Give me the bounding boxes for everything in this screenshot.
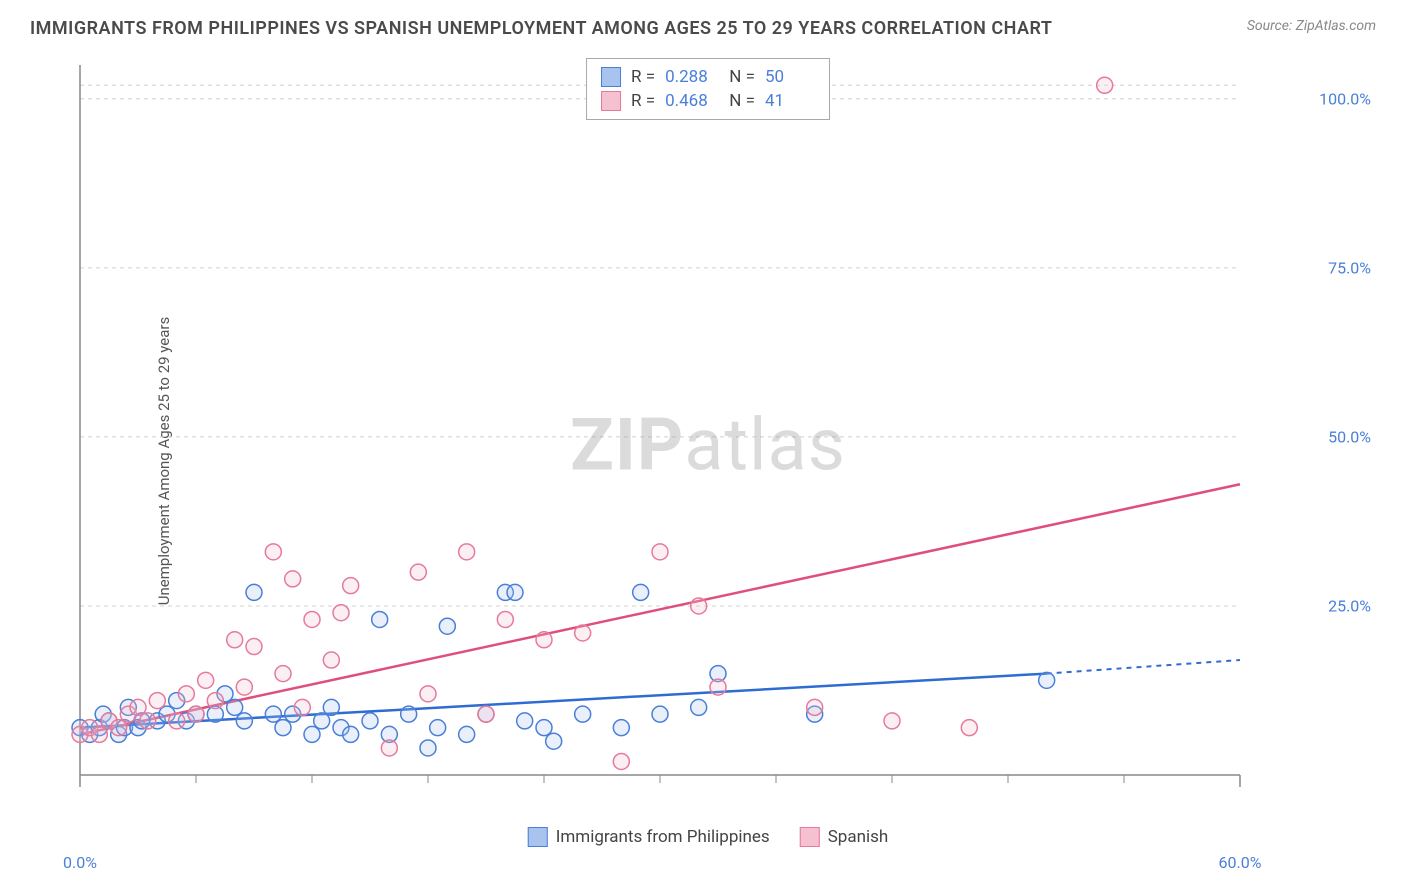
scatter-plot: [70, 55, 1320, 815]
y-tick-label: 75.0%: [1328, 258, 1371, 277]
legend-n-value: 50: [765, 67, 815, 87]
series-legend: Immigrants from Philippines Spanish: [528, 827, 889, 847]
correlation-legend: R = 0.288 N = 50 R = 0.468 N = 41: [586, 58, 830, 120]
legend-bottom-item: Immigrants from Philippines: [528, 827, 770, 847]
legend-row: R = 0.468 N = 41: [601, 89, 815, 113]
y-tick-label: 100.0%: [1319, 89, 1371, 108]
legend-r-value: 0.288: [665, 67, 715, 87]
legend-r-label: R =: [631, 91, 655, 111]
chart-title: IMMIGRANTS FROM PHILIPPINES VS SPANISH U…: [30, 18, 1052, 39]
legend-n-label: N =: [725, 91, 755, 111]
y-tick-label: 25.0%: [1328, 596, 1371, 615]
legend-series-label: Spanish: [828, 827, 889, 847]
legend-swatch: [800, 827, 820, 847]
x-tick-label: 60.0%: [1219, 853, 1262, 872]
legend-r-label: R =: [631, 67, 655, 87]
legend-swatch: [528, 827, 548, 847]
header: IMMIGRANTS FROM PHILIPPINES VS SPANISH U…: [0, 0, 1406, 47]
y-tick-label: 50.0%: [1328, 427, 1371, 446]
legend-swatch: [601, 67, 621, 87]
x-tick-label: 0.0%: [63, 853, 97, 872]
legend-n-value: 41: [765, 91, 815, 111]
source-label: Source: ZipAtlas.com: [1247, 18, 1376, 34]
legend-swatch: [601, 91, 621, 111]
legend-series-label: Immigrants from Philippines: [556, 827, 770, 847]
chart-container: Unemployment Among Ages 25 to 29 years Z…: [30, 50, 1386, 872]
legend-n-label: N =: [725, 67, 755, 87]
legend-bottom-item: Spanish: [800, 827, 889, 847]
legend-r-value: 0.468: [665, 91, 715, 111]
legend-row: R = 0.288 N = 50: [601, 65, 815, 89]
